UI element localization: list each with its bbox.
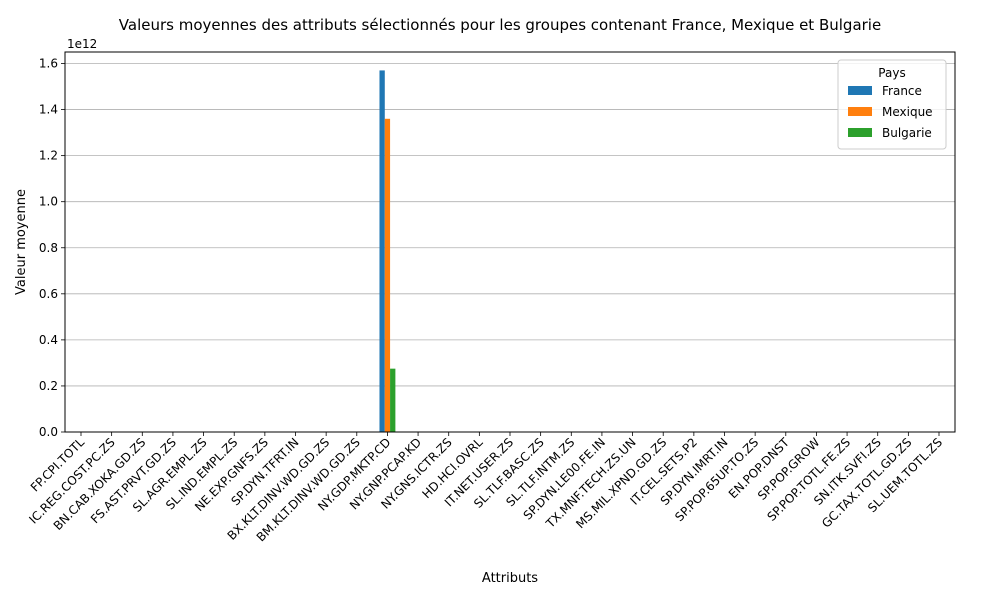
bar-mexique-ny.gdp.mktp.cd	[384, 118, 391, 433]
x-tick-layer: FP.CPI.TOTLIC.REG.COST.PC.ZSBN.CAB.XOKA.…	[26, 432, 945, 544]
bar-bulgarie-ny.gdp.mktp.cd	[390, 368, 396, 432]
y-tick-label: 0.8	[39, 241, 58, 255]
legend: Pays France Mexique Bulgarie	[837, 59, 947, 150]
legend-label-mexique: Mexique	[882, 105, 933, 119]
chart-title: Valeurs moyennes des attributs sélection…	[119, 16, 881, 34]
legend-box	[837, 59, 947, 150]
legend-swatch-france	[848, 86, 872, 95]
y-tick-label: 0.6	[39, 287, 58, 301]
y-tick-label: 0.4	[39, 333, 58, 347]
y-multiplier-label: 1e12	[67, 37, 97, 51]
y-tick-label: 0.0	[39, 425, 58, 439]
grid-layer	[65, 63, 955, 433]
legend-label-france: France	[882, 84, 922, 98]
legend-swatch-mexique	[848, 107, 872, 116]
legend-swatch-bulgarie	[848, 128, 872, 137]
y-tick-label: 1.0	[39, 195, 58, 209]
y-tick-label: 1.4	[39, 103, 58, 117]
bar-layer	[379, 70, 396, 433]
plot-frame	[64, 51, 956, 433]
legend-title: Pays	[878, 66, 905, 80]
y-tick-layer: 0.0 0.2 0.4 0.6 0.8 1.0 1.2 1.4 1.6	[39, 57, 65, 439]
y-axis-label: Valeur moyenne	[14, 189, 29, 295]
y-tick-label: 0.2	[39, 379, 58, 393]
x-axis-label: Attributs	[482, 571, 538, 586]
y-tick-label: 1.6	[39, 57, 58, 71]
y-tick-label: 1.2	[39, 149, 58, 163]
bar-france-ny.gdp.mktp.cd	[379, 70, 385, 432]
legend-label-bulgarie: Bulgarie	[882, 126, 932, 140]
